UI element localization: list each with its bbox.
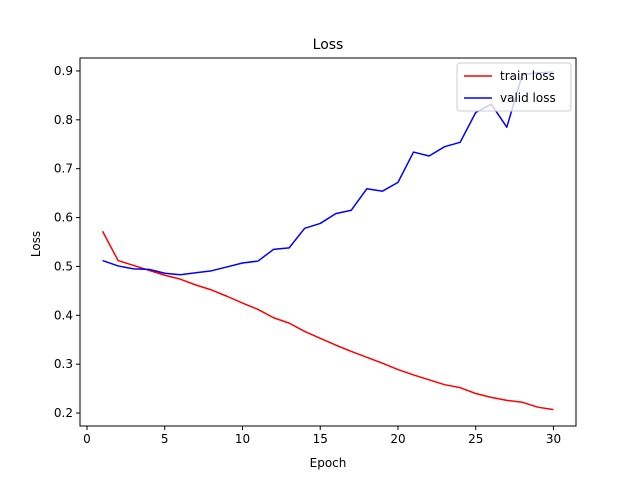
legend-label: train loss xyxy=(500,69,555,83)
x-tick-label: 5 xyxy=(161,432,169,446)
y-axis-ticks: 0.2 0.3 0.4 0.5 0.6 0.7 0.8 0.9 xyxy=(54,64,80,420)
x-tick-label: 15 xyxy=(313,432,328,446)
y-tick-label: 0.4 xyxy=(54,308,73,322)
x-tick-label: 20 xyxy=(390,432,405,446)
x-tick-label: 25 xyxy=(468,432,483,446)
y-tick-label: 0.9 xyxy=(54,64,73,78)
x-tick-label: 10 xyxy=(235,432,250,446)
x-axis-label: Epoch xyxy=(310,456,347,470)
y-tick-label: 0.5 xyxy=(54,259,73,273)
x-tick-label: 30 xyxy=(546,432,561,446)
legend-box xyxy=(456,62,572,112)
legend: train loss valid loss xyxy=(456,62,572,112)
chart-title: Loss xyxy=(313,37,344,53)
y-tick-label: 0.8 xyxy=(54,113,73,127)
x-axis-ticks: 0 5 10 15 20 25 30 xyxy=(83,426,561,446)
x-tick-label: 0 xyxy=(83,432,91,446)
y-axis-label: Loss xyxy=(29,231,43,257)
y-tick-label: 0.7 xyxy=(54,162,73,176)
y-tick-label: 0.6 xyxy=(54,211,73,225)
legend-label: valid loss xyxy=(500,91,556,105)
plot-area-frame xyxy=(79,57,577,427)
y-tick-label: 0.2 xyxy=(54,406,73,420)
y-tick-label: 0.3 xyxy=(54,357,73,371)
train-loss-line xyxy=(101,230,554,411)
